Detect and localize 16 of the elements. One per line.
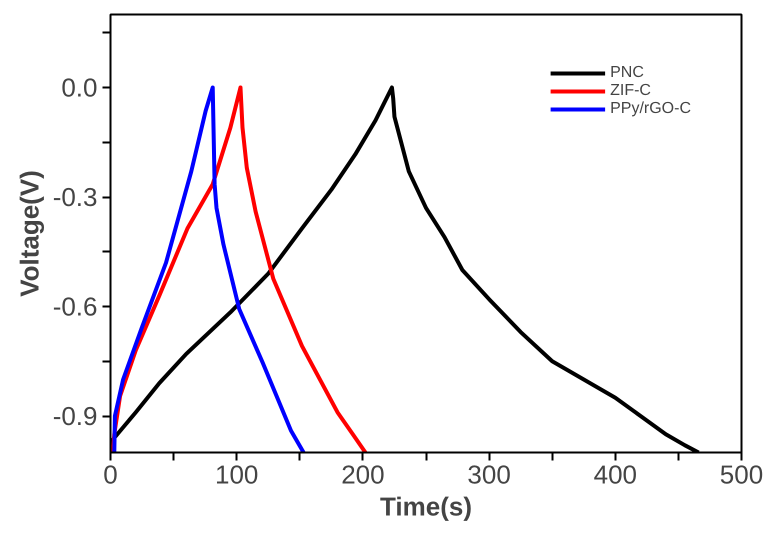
legend-label: ZIF-C <box>610 82 651 100</box>
y-tick-label: -0.3 <box>52 182 98 212</box>
y-tick-label: -0.6 <box>52 292 98 322</box>
x-tick-label: 500 <box>720 460 764 490</box>
y-tick-label: 0.0 <box>61 72 98 102</box>
legend-label: PPy/rGO-C <box>610 100 691 118</box>
line-series <box>112 86 306 452</box>
x-tick-label: 200 <box>341 460 385 490</box>
x-tick-label: 0 <box>103 460 118 490</box>
y-axis-title: Voltage(V) <box>14 170 45 297</box>
x-tick-label: 100 <box>215 460 258 490</box>
y-tick-label: -0.9 <box>52 401 98 431</box>
x-tick-label: 300 <box>467 460 511 490</box>
x-axis-title: Time(s) <box>380 492 472 522</box>
legend-label: PNC <box>610 64 644 82</box>
x-tick-label: 400 <box>594 460 637 490</box>
